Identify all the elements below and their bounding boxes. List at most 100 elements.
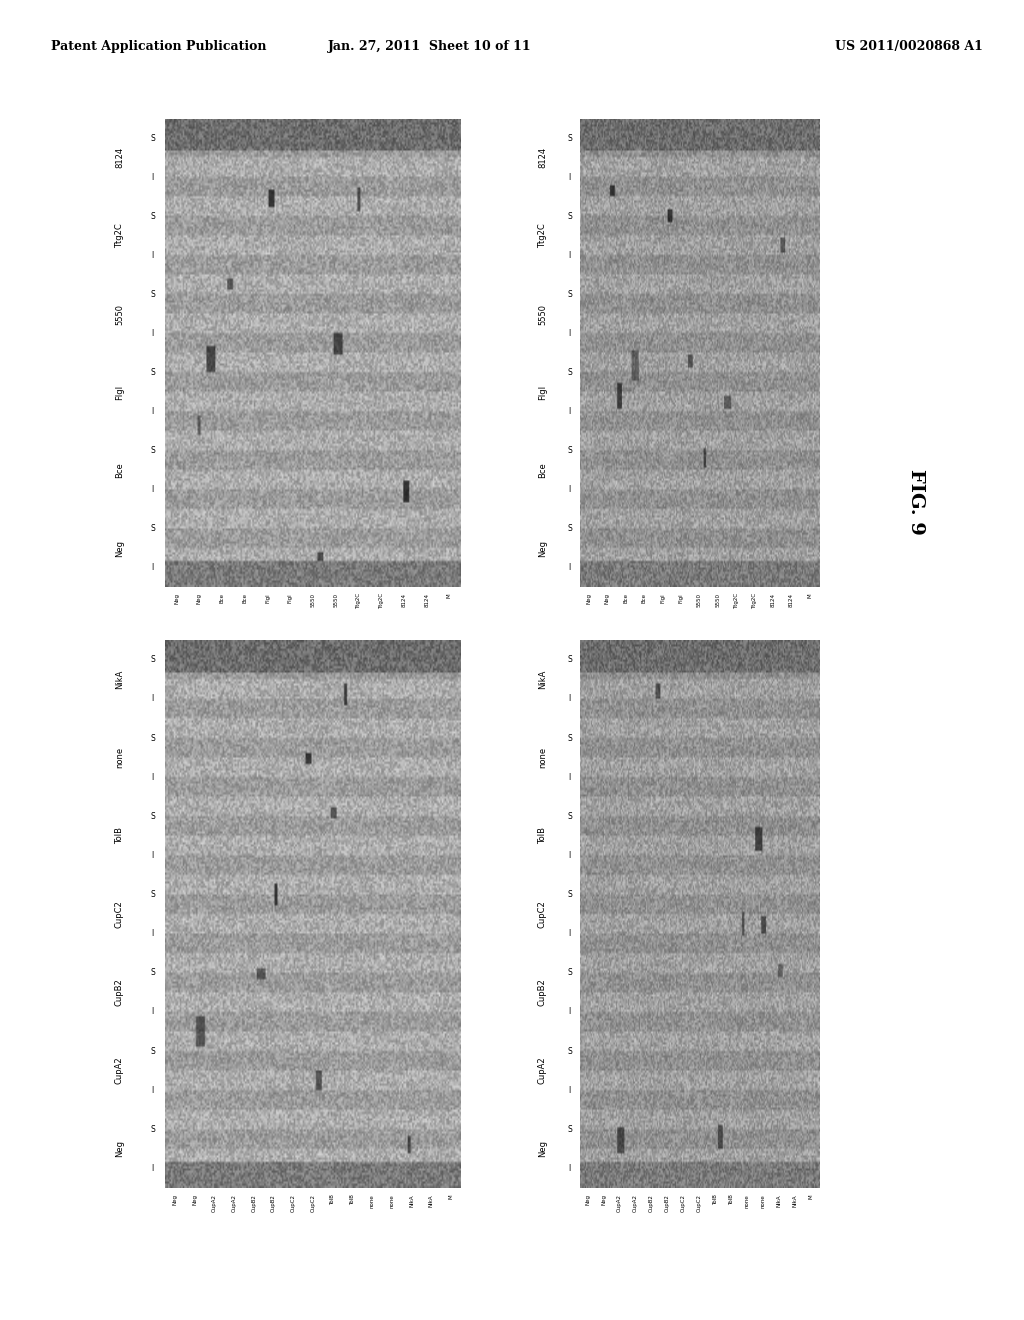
Text: I: I — [152, 486, 154, 494]
Text: S: S — [151, 524, 156, 533]
Text: CupB2: CupB2 — [538, 978, 547, 1006]
Text: FlgI: FlgI — [115, 384, 124, 400]
Text: CupC2: CupC2 — [538, 900, 547, 928]
Text: Patent Application Publication: Patent Application Publication — [51, 40, 266, 53]
Text: CupA2: CupA2 — [617, 1193, 622, 1212]
Text: 8124: 8124 — [401, 593, 407, 607]
Text: S: S — [567, 1047, 571, 1056]
Text: CupC2: CupC2 — [310, 1193, 315, 1212]
Text: I: I — [568, 564, 570, 573]
Text: Ttg2C: Ttg2C — [115, 223, 124, 248]
Text: M: M — [809, 1193, 814, 1199]
Text: Neg: Neg — [605, 593, 609, 605]
Text: I: I — [152, 173, 154, 182]
Text: S: S — [151, 734, 156, 743]
Text: I: I — [568, 173, 570, 182]
Text: FIG. 9: FIG. 9 — [907, 469, 926, 535]
Text: TolB: TolB — [538, 828, 547, 845]
Text: I: I — [568, 929, 570, 939]
Text: I: I — [568, 1164, 570, 1173]
Text: Neg: Neg — [585, 1193, 590, 1205]
Text: S: S — [151, 1125, 156, 1134]
Text: TolB: TolB — [350, 1193, 355, 1205]
Text: 5550: 5550 — [115, 304, 124, 325]
Text: Neg: Neg — [197, 593, 202, 605]
Text: NikA: NikA — [409, 1193, 414, 1206]
Text: Bce: Bce — [624, 593, 628, 603]
Text: Neg: Neg — [115, 540, 124, 557]
Text: FlgI: FlgI — [679, 593, 683, 603]
Text: 5550: 5550 — [333, 593, 338, 607]
Text: Ttg2C: Ttg2C — [379, 593, 384, 610]
Text: FlgI: FlgI — [265, 593, 270, 603]
Text: none: none — [538, 747, 547, 768]
Text: I: I — [152, 251, 154, 260]
Text: S: S — [151, 446, 156, 455]
Text: I: I — [152, 929, 154, 939]
Text: S: S — [151, 812, 156, 821]
Text: none: none — [744, 1193, 750, 1208]
Text: Bce: Bce — [219, 593, 224, 603]
Text: CupB2: CupB2 — [649, 1193, 654, 1212]
Text: S: S — [151, 1047, 156, 1056]
Text: 5550: 5550 — [538, 304, 547, 325]
Text: Neg: Neg — [174, 593, 179, 605]
Text: Jan. 27, 2011  Sheet 10 of 11: Jan. 27, 2011 Sheet 10 of 11 — [329, 40, 531, 53]
Text: CupA2: CupA2 — [115, 1057, 124, 1085]
Text: Ttg2C: Ttg2C — [356, 593, 361, 610]
Text: CupC2: CupC2 — [681, 1193, 686, 1212]
Text: I: I — [568, 1007, 570, 1016]
Text: Ttg2C: Ttg2C — [753, 593, 757, 610]
Text: S: S — [151, 890, 156, 899]
Text: Neg: Neg — [587, 593, 591, 605]
Text: S: S — [567, 969, 571, 977]
Text: S: S — [151, 655, 156, 664]
Text: S: S — [567, 890, 571, 899]
Text: NikA: NikA — [777, 1193, 781, 1206]
Text: S: S — [567, 133, 571, 143]
Text: M: M — [808, 593, 812, 598]
Text: TolB: TolB — [115, 828, 124, 845]
Text: S: S — [567, 290, 571, 300]
Text: I: I — [568, 851, 570, 859]
Text: S: S — [567, 812, 571, 821]
Text: Bce: Bce — [642, 593, 646, 603]
Text: Neg: Neg — [115, 1140, 124, 1158]
Text: CupC2: CupC2 — [115, 900, 124, 928]
Text: FlgI: FlgI — [288, 593, 293, 603]
Text: I: I — [152, 564, 154, 573]
Text: 8124: 8124 — [790, 593, 794, 607]
Text: I: I — [152, 851, 154, 859]
Text: Neg: Neg — [538, 1140, 547, 1158]
Text: M: M — [446, 593, 452, 598]
Text: 8124: 8124 — [771, 593, 775, 607]
Text: S: S — [567, 524, 571, 533]
Text: US 2011/0020868 A1: US 2011/0020868 A1 — [836, 40, 983, 53]
Text: S: S — [151, 290, 156, 300]
Text: FlgI: FlgI — [660, 593, 665, 603]
Text: CupC2: CupC2 — [697, 1193, 701, 1212]
Text: I: I — [568, 772, 570, 781]
Text: Neg: Neg — [601, 1193, 606, 1205]
Text: CupB2: CupB2 — [665, 1193, 670, 1212]
Text: NikA: NikA — [115, 669, 124, 689]
Text: NikA: NikA — [429, 1193, 434, 1206]
Text: CupB2: CupB2 — [271, 1193, 276, 1212]
Text: 8124: 8124 — [424, 593, 429, 607]
Text: Bce: Bce — [538, 462, 547, 478]
Text: S: S — [567, 446, 571, 455]
Text: S: S — [151, 213, 156, 220]
Text: Ttg2C: Ttg2C — [734, 593, 738, 610]
Text: S: S — [567, 734, 571, 743]
Text: none: none — [389, 1193, 394, 1208]
Text: I: I — [568, 694, 570, 704]
Text: TolB: TolB — [713, 1193, 718, 1205]
Text: Neg: Neg — [173, 1193, 177, 1205]
Text: I: I — [568, 1085, 570, 1094]
Text: 5550: 5550 — [697, 593, 701, 607]
Text: CupA2: CupA2 — [231, 1193, 237, 1212]
Text: none: none — [370, 1193, 375, 1208]
Text: S: S — [567, 655, 571, 664]
Text: 5550: 5550 — [716, 593, 720, 607]
Text: 8124: 8124 — [538, 148, 547, 169]
